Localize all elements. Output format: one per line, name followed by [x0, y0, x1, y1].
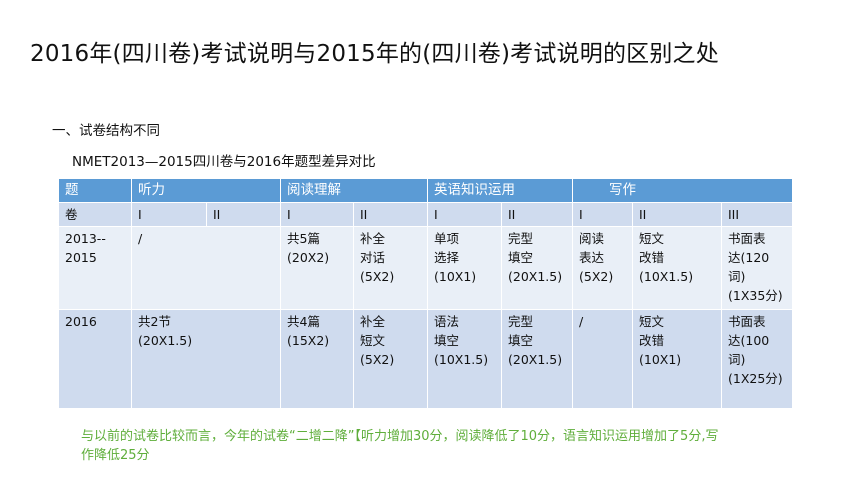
subheader-cell: III: [720, 202, 794, 227]
header-cell-writing: 写作: [571, 178, 794, 203]
subheader-cell: II: [353, 202, 428, 227]
header-cell-reading: 阅读理解: [280, 178, 428, 203]
writing-3-cell: 书面表 达(120 词) (1X35分): [720, 226, 794, 310]
summary-note: 与以前的试卷比较而言，今年的试卷“二增二降”【听力增加30分，阅读降低了10分，…: [81, 429, 719, 463]
table-header-row: 题 听力 阅读理解 英语知识运用 写作: [58, 178, 794, 203]
listening-cell: /: [131, 226, 281, 310]
exam-comparison-table: 题 听力 阅读理解 英语知识运用 写作 卷 I II I II I II I I…: [58, 178, 794, 409]
reading-1-cell: 共5篇 (20X2): [280, 226, 354, 310]
knowledge-2-cell: 完型 填空 (20X1.5): [501, 226, 573, 310]
subheader-cell-paper: 卷: [58, 202, 132, 227]
listening-cell: 共2节 (20X1.5): [131, 309, 281, 409]
table-subheader-row: 卷 I II I II I II I II III: [58, 202, 794, 227]
subheader-cell: I: [427, 202, 502, 227]
knowledge-1-cell: 单项 选择 (10X1): [427, 226, 502, 310]
reading-1-cell: 共4篇 (15X2): [280, 309, 354, 409]
subheader-cell: I: [280, 202, 354, 227]
year-cell: 2016: [58, 309, 132, 409]
writing-1-cell: /: [572, 309, 633, 409]
writing-1-cell: 阅读 表达 (5X2): [572, 226, 633, 310]
reading-2-cell: 补全 短文 (5X2): [353, 309, 428, 409]
subheader-cell: I: [572, 202, 633, 227]
header-cell-question: 题: [58, 178, 132, 203]
writing-2-cell: 短文 改错 (10X1.5): [632, 226, 722, 310]
subheader-cell: II: [632, 202, 722, 227]
table-row: 2013-- 2015 / 共5篇 (20X2) 补全 对话 (5X2) 单项 …: [58, 226, 794, 310]
writing-3-cell: 书面表 达(100 词) (1X25分): [720, 309, 794, 409]
writing-2-cell: 短文 改错 (10X1): [632, 309, 722, 409]
subheader-cell: II: [206, 202, 281, 227]
section-heading: 一、试卷结构不同: [52, 123, 160, 139]
knowledge-2-cell: 完型 填空 (20X1.5): [501, 309, 573, 409]
table-row: 2016 共2节 (20X1.5) 共4篇 (15X2) 补全 短文 (5X2)…: [58, 309, 794, 409]
page-title: 2016年(四川卷)考试说明与2015年的(四川卷)考试说明的区别之处: [30, 41, 719, 67]
year-cell: 2013-- 2015: [58, 226, 132, 310]
header-cell-listening: 听力: [131, 178, 281, 203]
reading-2-cell: 补全 对话 (5X2): [353, 226, 428, 310]
knowledge-1-cell: 语法 填空 (10X1.5): [427, 309, 502, 409]
subheader-cell: I: [131, 202, 207, 227]
table-caption: NMET2013—2015四川卷与2016年题型差异对比: [72, 154, 376, 170]
header-cell-knowledge: 英语知识运用: [427, 178, 573, 203]
subheader-cell: II: [501, 202, 573, 227]
